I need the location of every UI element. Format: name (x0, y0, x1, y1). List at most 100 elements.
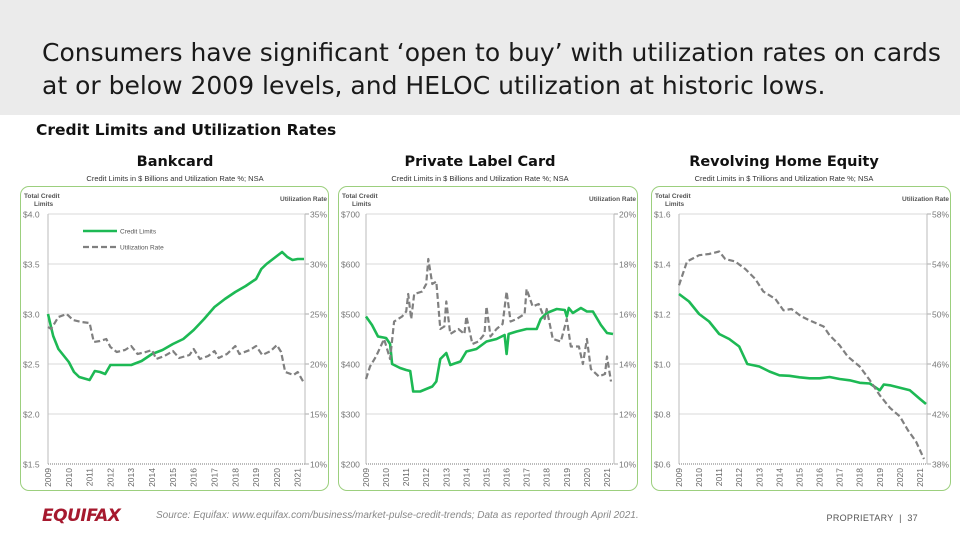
x-tick-label: 2013 (441, 468, 451, 487)
y-axis-label-right: Utilization Rate (902, 196, 949, 203)
y-tick-left: $600 (341, 260, 360, 270)
x-tick-label: 2016 (815, 468, 825, 487)
chart-home-equity: $0.6 38% $0.8 42% $1.0 46% $1.2 50% $1.4 54% $1.6 5… (654, 193, 949, 487)
y-tick-right: 16% (619, 310, 636, 320)
page-number: 37 (907, 513, 918, 523)
x-tick-label: 2019 (251, 468, 261, 487)
y-tick-left: $500 (341, 310, 360, 320)
y-tick-left: $1.4 (654, 260, 671, 270)
y-tick-right: 42% (932, 410, 949, 420)
x-tick-label: 2012 (105, 468, 115, 487)
utilization-rate-line (677, 250, 926, 460)
chart-panel-bankcard: $1.5 10% $2.0 15% $2.5 20% $3.0 25% $3.5 30% $4.0 3… (20, 186, 329, 491)
x-tick-label: 2018 (855, 468, 865, 487)
equifax-logo: EQUIFAX (42, 506, 121, 526)
x-tick-label: 2021 (915, 468, 925, 487)
x-tick-label: 2017 (522, 468, 532, 487)
y-tick-right: 10% (310, 460, 327, 470)
proprietary-label: PROPRIETARY (826, 513, 894, 523)
slide-headline: Consumers have significant ‘open to buy’… (42, 38, 941, 100)
y-tick-right: 18% (619, 260, 636, 270)
y-tick-right: 46% (932, 360, 949, 370)
footer-separator: | (899, 513, 902, 523)
x-tick-label: 2018 (542, 468, 552, 487)
x-tick-label: 2020 (582, 468, 592, 487)
chart-subtitle-private-label: Credit Limits in $ Billions and Utilizat… (391, 174, 569, 183)
headline-banner (0, 0, 960, 115)
x-tick-label: 2010 (694, 468, 704, 487)
x-tick-label: 2015 (794, 468, 804, 487)
chart-panel-private-label: $200 10% $300 12% $400 14% $500 16% $600 18% $700 2… (338, 186, 638, 491)
x-tick-label: 2016 (189, 468, 199, 487)
y-tick-right: 20% (619, 210, 636, 220)
x-tick-label: 2019 (875, 468, 885, 487)
y-tick-right: 50% (932, 310, 949, 320)
credit-limits-line (46, 250, 304, 382)
y-tick-left: $0.8 (654, 410, 671, 420)
source-note: Source: Equifax: www.equifax.com/busines… (156, 510, 639, 521)
y-tick-left: $1.6 (654, 210, 671, 220)
x-tick-label: 2017 (209, 468, 219, 487)
x-tick-label: 2011 (714, 468, 724, 487)
y-tick-left: $700 (341, 210, 360, 220)
x-tick-label: 2014 (461, 468, 471, 487)
chart-subtitle-home-equity: Credit Limits in $ Trillions and Utiliza… (694, 174, 874, 183)
x-tick-label: 2011 (85, 468, 95, 487)
y-tick-left: $1.5 (23, 460, 40, 470)
x-tick-label: 2018 (230, 468, 240, 487)
y-tick-right: 14% (619, 360, 636, 370)
y-tick-right: 15% (310, 410, 327, 420)
y-axis-label-right: Utilization Rate (280, 196, 327, 203)
x-tick-label: 2009 (674, 468, 684, 487)
x-tick-label: 2014 (774, 468, 784, 487)
y-axis-label-left-line2: Limits (665, 201, 685, 208)
x-tick-label: 2021 (293, 468, 303, 487)
chart-panel-home-equity: $0.6 38% $0.8 42% $1.0 46% $1.2 50% $1.4 54% $1.6 5… (651, 186, 951, 491)
y-tick-right: 54% (932, 260, 949, 270)
chart-private-label: $200 10% $300 12% $400 14% $500 16% $600 18% $700 2… (341, 193, 636, 487)
y-tick-right: 35% (310, 210, 327, 220)
y-axis-label-left-line2: Limits (34, 201, 54, 208)
x-tick-label: 2009 (43, 468, 53, 487)
x-tick-label: 2010 (64, 468, 74, 487)
y-tick-right: 30% (310, 260, 327, 270)
footer-proprietary: PROPRIETARY | 37 (827, 513, 918, 523)
y-tick-right: 12% (619, 410, 636, 420)
x-tick-label: 2021 (602, 468, 612, 487)
y-tick-left: $0.6 (654, 460, 671, 470)
x-tick-label: 2014 (147, 468, 157, 487)
x-tick-label: 2009 (361, 468, 371, 487)
section-title: Credit Limits and Utilization Rates (36, 121, 337, 139)
chart-title-home-equity: Revolving Home Equity (689, 154, 879, 170)
y-tick-right: 10% (619, 460, 636, 470)
utilization-rate-line (47, 312, 305, 384)
x-tick-label: 2017 (835, 468, 845, 487)
y-tick-left: $4.0 (23, 210, 40, 220)
chart-title-private-label: Private Label Card (404, 154, 556, 170)
y-tick-left: $1.2 (654, 310, 671, 320)
y-tick-left: $1.0 (654, 360, 671, 370)
x-tick-label: 2019 (562, 468, 572, 487)
x-tick-label: 2020 (895, 468, 905, 487)
x-tick-label: 2013 (126, 468, 136, 487)
y-tick-left: $200 (341, 460, 360, 470)
chart-bankcard: $1.5 10% $2.0 15% $2.5 20% $3.0 25% $3.5 30% $4.0 3… (23, 193, 327, 487)
x-tick-label: 2011 (401, 468, 411, 487)
legend-label-credit-limits: Credit Limits (120, 229, 157, 236)
x-tick-label: 2012 (421, 468, 431, 487)
y-tick-left: $300 (341, 410, 360, 420)
x-tick-label: 2015 (481, 468, 491, 487)
y-tick-left: $2.0 (23, 410, 40, 420)
x-tick-label: 2010 (381, 468, 391, 487)
utilization-rate-line (364, 257, 613, 382)
credit-limits-line (678, 292, 927, 405)
x-tick-label: 2020 (272, 468, 282, 487)
y-tick-left: $400 (341, 360, 360, 370)
y-tick-right: 25% (310, 310, 327, 320)
y-tick-right: 58% (932, 210, 949, 220)
y-axis-label-left-line2: Limits (352, 201, 372, 208)
y-axis-label-left: Total Credit (655, 193, 691, 200)
y-axis-label-left: Total Credit (342, 193, 378, 200)
x-tick-label: 2013 (754, 468, 764, 487)
y-tick-right: 38% (932, 460, 949, 470)
